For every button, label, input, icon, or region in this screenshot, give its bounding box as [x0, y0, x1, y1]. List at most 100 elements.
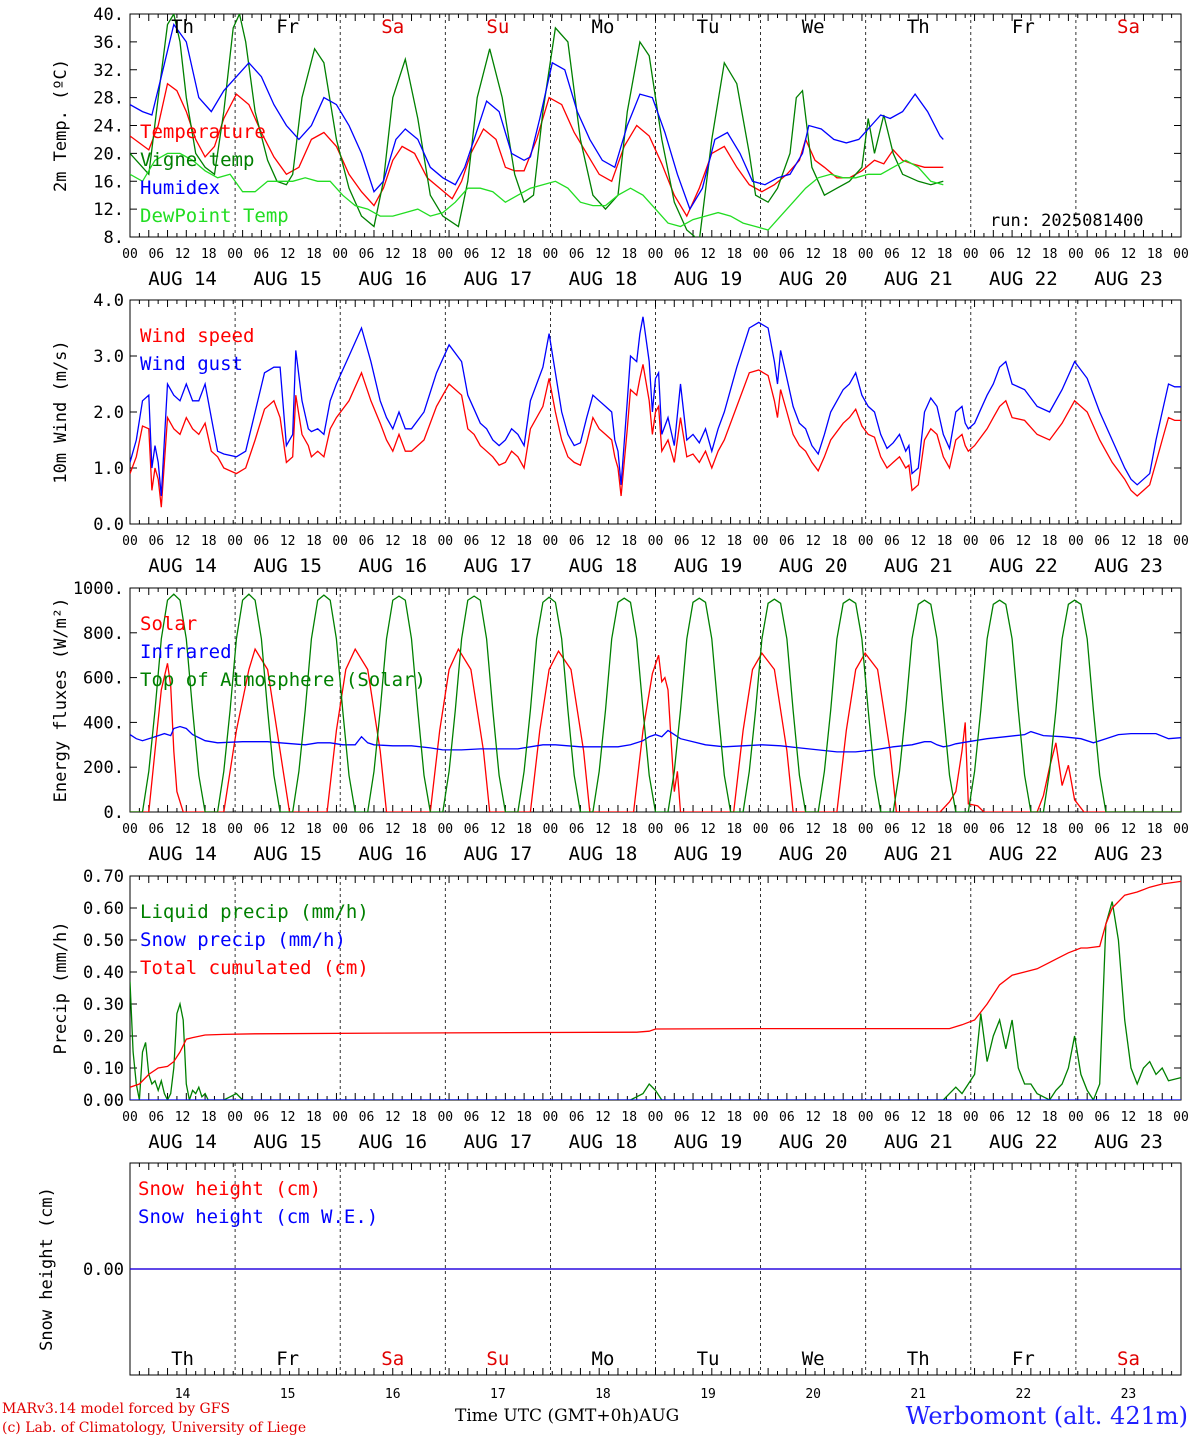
hour-tick-label: 06: [779, 247, 795, 262]
hour-tick-label: 12: [1121, 534, 1137, 549]
hour-tick-label: 12: [595, 534, 611, 549]
day-name-bottom: Th: [171, 1348, 194, 1370]
hour-tick-label: 18: [306, 822, 322, 837]
hour-tick-label: 18: [516, 1110, 532, 1125]
hour-tick-label: 18: [726, 534, 742, 549]
date-label: AUG 14: [148, 268, 217, 290]
hour-tick-label: 12: [700, 534, 716, 549]
y-tick-label: 1.0: [93, 459, 124, 479]
hour-tick-label: 00: [1173, 534, 1189, 549]
hour-tick-label: 06: [254, 1110, 270, 1125]
day-name-bottom: Fr: [276, 1348, 299, 1370]
y-tick-label: 28.: [93, 89, 124, 109]
hour-tick-label: 12: [1121, 247, 1137, 262]
legend-entry: Snow precip (mm/h): [140, 929, 346, 951]
hour-tick-label: 18: [621, 534, 637, 549]
day-name-top: Fr: [276, 16, 299, 38]
hour-tick-label: 00: [1173, 822, 1189, 837]
hour-tick-label: 18: [516, 822, 532, 837]
date-label: AUG 16: [358, 555, 427, 577]
y-tick-label: 36.: [93, 33, 124, 53]
series-group: [130, 14, 944, 237]
day-number: 14: [175, 1387, 191, 1402]
hour-tick-label: 18: [1042, 1110, 1058, 1125]
legend-entry: Snow height (cm): [138, 1178, 321, 1200]
hour-tick-label: 00: [858, 247, 874, 262]
hour-tick-label: 00: [227, 1110, 243, 1125]
hour-tick-label: 06: [884, 1110, 900, 1125]
time-axis-label: Time UTC (GMT+0h)AUG: [455, 1406, 680, 1426]
y-tick-label: 400.: [83, 713, 124, 733]
y-axis-title: Precip (mm/h): [51, 921, 71, 1054]
hour-tick-label: 12: [385, 1110, 401, 1125]
hour-tick-label: 18: [516, 247, 532, 262]
hour-tick-label: 12: [910, 534, 926, 549]
day-name-top: We: [802, 16, 825, 38]
panel-4: 0.00 0.10 0.20 0.30 0.40 0.50 0.60 0.70 Precip (…: [51, 867, 1189, 1153]
y-tick-label: 0.30: [83, 995, 124, 1015]
hour-tick-label: 12: [595, 822, 611, 837]
hour-tick-label: 12: [805, 534, 821, 549]
date-label: AUG 23: [1094, 1131, 1163, 1153]
hour-tick-label: 12: [175, 822, 191, 837]
run-label: run: 2025081400: [990, 211, 1144, 231]
series-line: [130, 901, 1181, 1100]
model-credit: MARv3.14 model forced by GFS: [2, 1401, 231, 1417]
hour-tick-label: 00: [648, 1110, 664, 1125]
hour-tick-label: 06: [464, 247, 480, 262]
hour-tick-label: 00: [858, 534, 874, 549]
y-tick-label: 16.: [93, 172, 124, 192]
y-axis-title: 10m Wind (m/s): [51, 340, 71, 483]
hour-tick-label: 18: [621, 822, 637, 837]
lab-credit: (c) Lab. of Climatology, University of L…: [2, 1420, 307, 1436]
hour-tick-label: 12: [280, 1110, 296, 1125]
hour-tick-label: 00: [227, 822, 243, 837]
legend-entry: DewPoint Temp: [140, 205, 289, 227]
hour-tick-label: 06: [1094, 247, 1110, 262]
hour-tick-label: 18: [1147, 1110, 1163, 1125]
hour-tick-label: 18: [1147, 822, 1163, 837]
panel-frame: [129, 587, 1182, 813]
day-name-top: Sa: [1117, 16, 1140, 38]
date-label: AUG 20: [779, 843, 848, 865]
y-tick-label: 0.40: [83, 963, 124, 983]
hour-tick-label: 06: [148, 822, 164, 837]
hour-tick-label: 00: [122, 1110, 138, 1125]
date-label: AUG 22: [989, 1131, 1058, 1153]
hour-tick-label: 00: [648, 247, 664, 262]
date-label: AUG 17: [464, 268, 533, 290]
series-line: [130, 647, 1181, 812]
date-label: AUG 19: [674, 555, 743, 577]
hour-tick-label: 18: [937, 1110, 953, 1125]
hour-tick-label: 00: [963, 822, 979, 837]
hour-tick-label: 12: [490, 534, 506, 549]
y-tick-label: 0.00: [83, 1091, 124, 1111]
date-label: AUG 16: [358, 1131, 427, 1153]
hour-tick-label: 00: [543, 534, 559, 549]
panel-1: 8. 12. 16. 20. 24. 28. 32. 36. 40. 2m Temp. (ºC) 0…: [51, 5, 1189, 290]
hour-tick-label: 06: [569, 534, 585, 549]
hour-tick-label: 18: [1042, 247, 1058, 262]
y-tick-label: 0.: [104, 803, 124, 823]
date-label: AUG 15: [253, 555, 322, 577]
hour-tick-label: 06: [464, 1110, 480, 1125]
hour-tick-label: 06: [359, 534, 375, 549]
hour-tick-label: 00: [753, 534, 769, 549]
day-name-bottom: Th: [907, 1348, 930, 1370]
date-label: AUG 15: [253, 1131, 322, 1153]
hour-tick-label: 00: [753, 247, 769, 262]
hour-tick-label: 12: [700, 822, 716, 837]
hour-tick-label: 12: [280, 247, 296, 262]
hour-tick-label: 06: [989, 534, 1005, 549]
hour-tick-label: 12: [700, 1110, 716, 1125]
hour-tick-label: 00: [1068, 247, 1084, 262]
hour-tick-label: 18: [832, 822, 848, 837]
y-tick-label: 24.: [93, 117, 124, 137]
hour-tick-label: 06: [464, 822, 480, 837]
date-label: AUG 16: [358, 843, 427, 865]
hour-tick-label: 06: [359, 822, 375, 837]
hour-tick-label: 00: [858, 1110, 874, 1125]
hour-tick-label: 00: [963, 1110, 979, 1125]
legend-entry: Vigne temp: [140, 149, 254, 171]
y-axis-title: 2m Temp. (ºC): [51, 59, 71, 192]
